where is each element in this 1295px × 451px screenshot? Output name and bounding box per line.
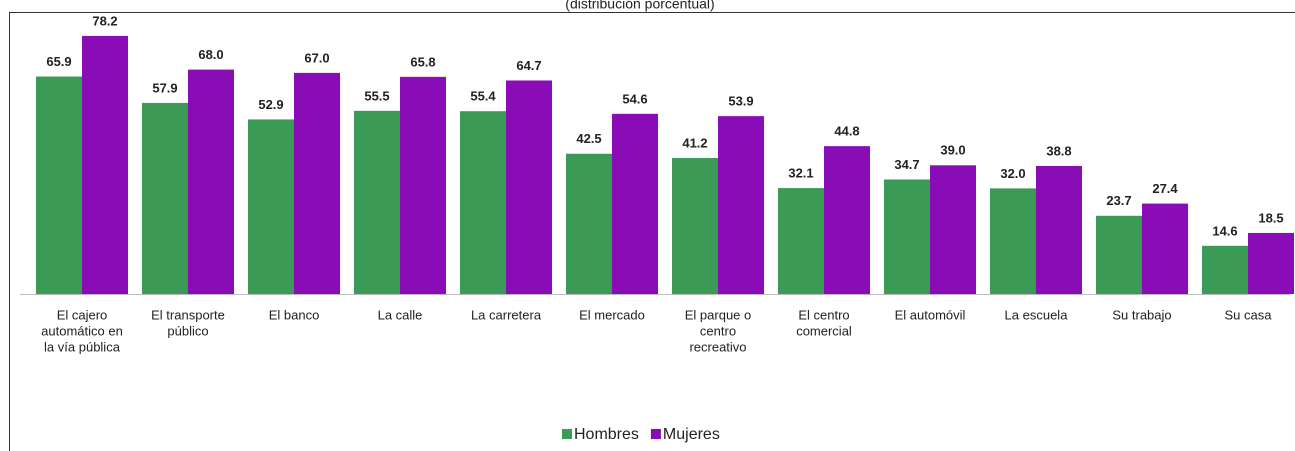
x-tick-label: El cajero xyxy=(57,307,108,322)
value-label: 64.7 xyxy=(516,58,541,73)
x-tick-label: público xyxy=(167,323,208,338)
bar xyxy=(400,76,446,294)
legend-label: Mujeres xyxy=(663,426,720,443)
bar xyxy=(188,69,234,294)
value-label: 18.5 xyxy=(1258,210,1283,225)
x-tick-label: recreativo xyxy=(689,339,746,354)
x-tick-label: centro xyxy=(700,323,736,338)
bar xyxy=(566,153,612,294)
bar xyxy=(1036,165,1082,294)
value-label: 78.2 xyxy=(92,13,117,28)
bar xyxy=(824,146,870,294)
x-tick-label: El automóvil xyxy=(895,307,966,322)
bar xyxy=(778,188,824,294)
value-label: 38.8 xyxy=(1046,143,1071,158)
x-tick-label: El transporte xyxy=(151,307,225,322)
x-tick-label: La carretera xyxy=(471,307,542,322)
x-tick-label: El parque o xyxy=(685,307,752,322)
legend-label: Hombres xyxy=(574,426,639,443)
value-label: 52.9 xyxy=(258,97,283,112)
value-label: 65.9 xyxy=(46,54,71,69)
bar xyxy=(294,72,340,295)
bar xyxy=(1096,215,1142,294)
value-label: 41.2 xyxy=(682,135,707,150)
bar xyxy=(248,119,294,295)
bar xyxy=(82,35,128,294)
bar xyxy=(1248,232,1294,294)
chart-frame xyxy=(9,12,1295,451)
x-tick-label: comercial xyxy=(796,323,852,338)
value-label: 42.5 xyxy=(576,131,601,146)
legend-swatch xyxy=(562,429,572,439)
value-label: 27.4 xyxy=(1152,181,1178,196)
value-label: 34.7 xyxy=(894,157,919,172)
x-tick-label: El banco xyxy=(269,307,320,322)
bar xyxy=(354,110,400,294)
bar xyxy=(1202,245,1248,294)
bar xyxy=(990,188,1036,294)
bar xyxy=(672,158,718,294)
bar xyxy=(460,111,506,295)
bar xyxy=(142,102,188,295)
bar xyxy=(1142,203,1188,294)
x-tick-label: El centro xyxy=(798,307,849,322)
value-label: 57.9 xyxy=(152,80,177,95)
x-tick-label: El mercado xyxy=(579,307,645,322)
legend-swatch xyxy=(650,429,661,439)
value-label: 67.0 xyxy=(304,50,329,65)
chart-subtitle: (distribución porcentual) xyxy=(565,0,714,12)
value-label: 55.4 xyxy=(470,89,496,104)
value-label: 14.6 xyxy=(1212,223,1237,238)
value-label: 55.5 xyxy=(364,88,389,103)
bar xyxy=(718,116,764,294)
value-label: 68.0 xyxy=(198,47,223,62)
x-tick-label: La calle xyxy=(378,307,423,322)
value-label: 53.9 xyxy=(728,94,753,109)
x-tick-label: Su trabajo xyxy=(1112,307,1171,322)
bar xyxy=(884,179,930,294)
x-tick-label: Su casa xyxy=(1225,307,1273,322)
x-tick-label: La escuela xyxy=(1005,307,1069,322)
value-label: 65.8 xyxy=(410,54,435,69)
bar xyxy=(506,80,552,295)
bar xyxy=(36,76,82,294)
value-label: 23.7 xyxy=(1106,193,1131,208)
value-label: 44.8 xyxy=(834,124,859,139)
value-label: 54.6 xyxy=(622,91,647,106)
value-label: 39.0 xyxy=(940,143,965,158)
bar xyxy=(612,113,658,294)
value-label: 32.1 xyxy=(788,166,813,181)
value-label: 32.0 xyxy=(1000,166,1025,181)
x-tick-label: la vía pública xyxy=(44,339,121,354)
x-tick-label: automático en xyxy=(41,323,123,338)
bar xyxy=(930,165,976,294)
